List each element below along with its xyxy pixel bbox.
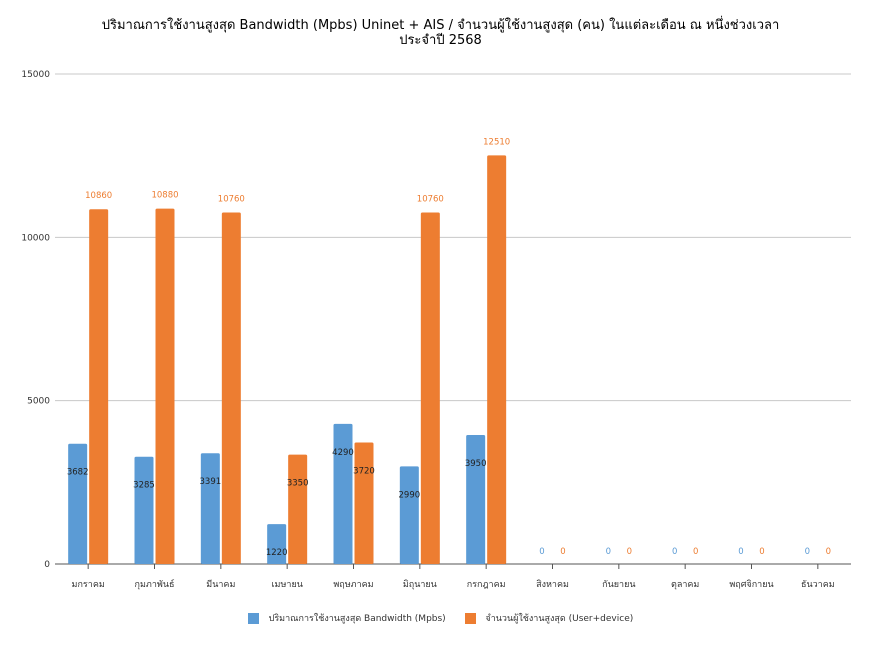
bar-bandwidth xyxy=(267,524,287,564)
data-label-bandwidth: 0 xyxy=(606,547,611,557)
bar-users xyxy=(155,208,175,564)
data-label-bandwidth: 0 xyxy=(738,547,743,557)
data-label-users: 3350 xyxy=(287,479,309,489)
x-tick-label: มิถุนายน xyxy=(403,579,437,590)
x-tick-label: มกราคม xyxy=(72,580,105,590)
chart-title-line: ปริมาณการใช้งานสูงสุด Bandwidth (Mpbs) U… xyxy=(101,18,780,33)
data-label-users: 0 xyxy=(560,547,565,557)
x-tick-label: ธันวาคม xyxy=(801,580,835,590)
bar-bandwidth xyxy=(200,453,220,564)
data-label-users: 10880 xyxy=(151,191,178,201)
legend-swatch-bandwidth xyxy=(247,612,259,624)
data-label-bandwidth: 0 xyxy=(539,547,544,557)
data-label-bandwidth: 0 xyxy=(805,547,810,557)
bar-users xyxy=(89,209,109,565)
y-tick-label: 0 xyxy=(44,560,50,570)
x-tick-label: เมษายน xyxy=(271,580,302,590)
x-tick-label: พฤศจิกายน xyxy=(729,579,773,590)
x-tick-label: ตุลาคม xyxy=(671,580,699,590)
data-label-users: 0 xyxy=(759,547,764,557)
data-label-bandwidth: 3950 xyxy=(465,459,487,469)
data-label-bandwidth: 0 xyxy=(672,547,677,557)
chart-subtitle: ประจำปี 2568 xyxy=(399,33,482,48)
bar-bandwidth xyxy=(333,423,353,564)
legend-item-users: จำนวนผู้ใช้งานสูงสุด (User+device) xyxy=(464,611,634,625)
x-tick-label: กรกฎาคม xyxy=(467,580,506,590)
data-label-bandwidth: 3285 xyxy=(133,481,155,491)
data-label-users: 10860 xyxy=(85,191,112,201)
y-tick-label: 5000 xyxy=(27,397,50,407)
bar-users xyxy=(420,212,440,565)
y-tick-label: 15000 xyxy=(21,70,50,80)
data-label-bandwidth: 4290 xyxy=(332,448,354,458)
bar-users xyxy=(221,212,241,565)
bar-bandwidth xyxy=(68,443,88,564)
data-label-bandwidth: 3682 xyxy=(67,468,89,478)
legend-swatch-users xyxy=(464,612,476,624)
bar-bandwidth xyxy=(134,456,154,564)
data-label-bandwidth: 3391 xyxy=(200,477,222,487)
chart-title: ปริมาณการใช้งานสูงสุด Bandwidth (Mpbs) U… xyxy=(0,18,881,48)
bar-users xyxy=(288,454,308,564)
data-label-users: 0 xyxy=(826,547,831,557)
x-tick-label: พฤษภาคม xyxy=(333,580,373,590)
bar-users xyxy=(487,155,507,564)
data-label-users: 10760 xyxy=(417,195,444,205)
x-tick-label: สิงหาคม xyxy=(536,579,569,590)
x-tick-label: มีนาคม xyxy=(206,579,235,590)
bar-bandwidth xyxy=(399,466,419,564)
data-label-users: 0 xyxy=(693,547,698,557)
chart-legend: ปริมาณการใช้งานสูงสุด Bandwidth (Mpbs) จ… xyxy=(0,611,881,625)
x-tick-label: กุมภาพันธ์ xyxy=(135,578,175,590)
legend-label-bandwidth: ปริมาณการใช้งานสูงสุด Bandwidth (Mpbs) xyxy=(268,614,446,624)
bar-users xyxy=(354,442,374,564)
data-label-users: 10760 xyxy=(218,195,245,205)
data-label-users: 0 xyxy=(627,547,632,557)
data-label-bandwidth: 1220 xyxy=(266,548,288,558)
legend-label-users: จำนวนผู้ใช้งานสูงสุด (User+device) xyxy=(485,614,634,624)
data-label-users: 12510 xyxy=(483,137,510,147)
data-label-users: 3720 xyxy=(353,466,375,476)
y-tick-label: 10000 xyxy=(21,233,50,243)
data-label-bandwidth: 2990 xyxy=(399,490,421,500)
bar-bandwidth xyxy=(466,434,486,564)
x-tick-label: กันยายน xyxy=(602,580,635,590)
legend-item-bandwidth: ปริมาณการใช้งานสูงสุด Bandwidth (Mpbs) xyxy=(247,611,446,625)
